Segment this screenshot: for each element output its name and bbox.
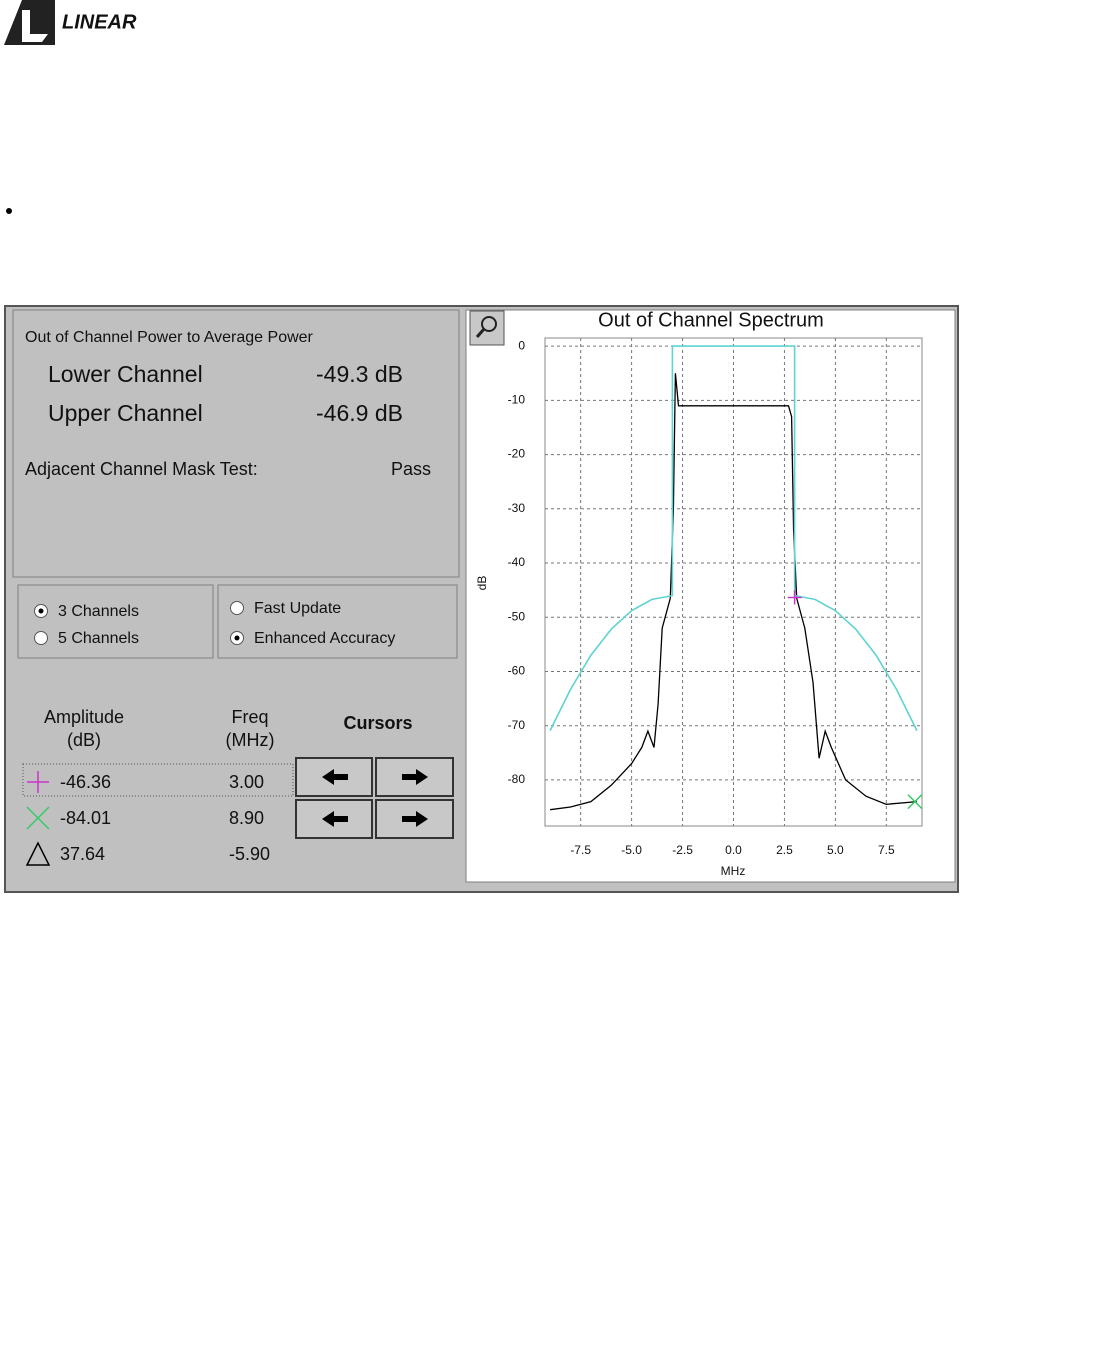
row-focus xyxy=(22,763,294,797)
cursor-marker xyxy=(907,794,923,810)
y-tick-label: -80 xyxy=(508,772,526,786)
logo: LINEAR xyxy=(4,0,137,45)
row-value: -49.3 dB xyxy=(316,361,403,387)
channels-box xyxy=(17,584,214,659)
mask-result: Pass xyxy=(391,459,431,479)
y-tick-label: -10 xyxy=(508,393,526,407)
col-header: Freq xyxy=(231,707,268,727)
symbol-part xyxy=(25,841,51,866)
radio-dot xyxy=(234,635,240,641)
col-header: (MHz) xyxy=(226,730,275,750)
y-tick-label: -40 xyxy=(508,555,526,569)
series-line xyxy=(549,345,918,731)
summary-title: Out of Channel Power to Average Power xyxy=(25,329,314,346)
cursor-freq: 8.90 xyxy=(229,808,264,828)
row-value: -46.9 dB xyxy=(316,400,403,426)
cursor-symbol xyxy=(25,841,51,866)
row-label: Lower Channel xyxy=(48,361,203,387)
cursor-amplitude: -84.01 xyxy=(60,808,111,828)
cursor-marker xyxy=(787,590,802,605)
button-right[interactable] xyxy=(375,757,454,797)
cursor-freq: -5.90 xyxy=(229,844,270,864)
x-tick-label: 2.5 xyxy=(776,843,793,857)
mask-label: Adjacent Channel Mask Test: xyxy=(25,459,258,479)
cursor-symbol xyxy=(26,806,50,830)
y-tick-label: -50 xyxy=(508,609,526,623)
x-axis-label: MHz xyxy=(721,864,746,878)
symbol-part xyxy=(26,806,50,830)
mode-box xyxy=(217,584,458,659)
chart-title: Out of Channel Spectrum xyxy=(598,309,824,331)
x-tick-label: -5.0 xyxy=(621,843,642,857)
y-axis-label: dB xyxy=(475,576,489,591)
bullet xyxy=(6,208,12,214)
button-left[interactable] xyxy=(295,799,373,839)
cursor-amplitude: 37.64 xyxy=(60,844,105,864)
x-tick-label: 0.0 xyxy=(725,843,742,857)
radio-dot xyxy=(38,608,44,614)
zoom-button[interactable] xyxy=(469,310,505,346)
radios: 3 Channels 5 Channels Fast Update Enhanced … xyxy=(34,600,395,647)
cursor-symbol xyxy=(27,771,49,793)
radio[interactable] xyxy=(34,631,48,645)
button-left[interactable] xyxy=(295,757,373,797)
x-tick-label: -2.5 xyxy=(672,843,693,857)
col-header: (dB) xyxy=(67,730,101,750)
radio-label: 3 Channels xyxy=(58,603,139,620)
x-tick-label: 5.0 xyxy=(827,843,844,857)
x-tick-label: 7.5 xyxy=(878,843,895,857)
radio-label: Enhanced Accuracy xyxy=(254,630,395,647)
cursor-freq: 3.00 xyxy=(229,772,264,792)
cursor-buttons xyxy=(295,757,454,839)
col-header: Cursors xyxy=(343,713,412,733)
y-tick-label: -30 xyxy=(508,501,526,515)
radio[interactable] xyxy=(230,601,244,615)
y-tick-label: -20 xyxy=(508,447,526,461)
logo-text: LINEAR xyxy=(62,11,137,33)
y-tick-label: -70 xyxy=(508,718,526,732)
y-tick-label: 0 xyxy=(518,338,525,352)
symbol-part xyxy=(907,794,923,810)
summary-box xyxy=(12,309,460,578)
y-tick-label: -60 xyxy=(508,664,526,678)
row-label: Upper Channel xyxy=(48,400,203,426)
cursor-amplitude: -46.36 xyxy=(60,772,111,792)
chart-area xyxy=(465,309,956,883)
radio-label: 5 Channels xyxy=(58,630,139,647)
button-right[interactable] xyxy=(375,799,454,839)
x-tick-label: -7.5 xyxy=(570,843,591,857)
col-header: Amplitude xyxy=(44,707,124,727)
series-line xyxy=(550,373,917,811)
radio-label: Fast Update xyxy=(254,600,341,617)
